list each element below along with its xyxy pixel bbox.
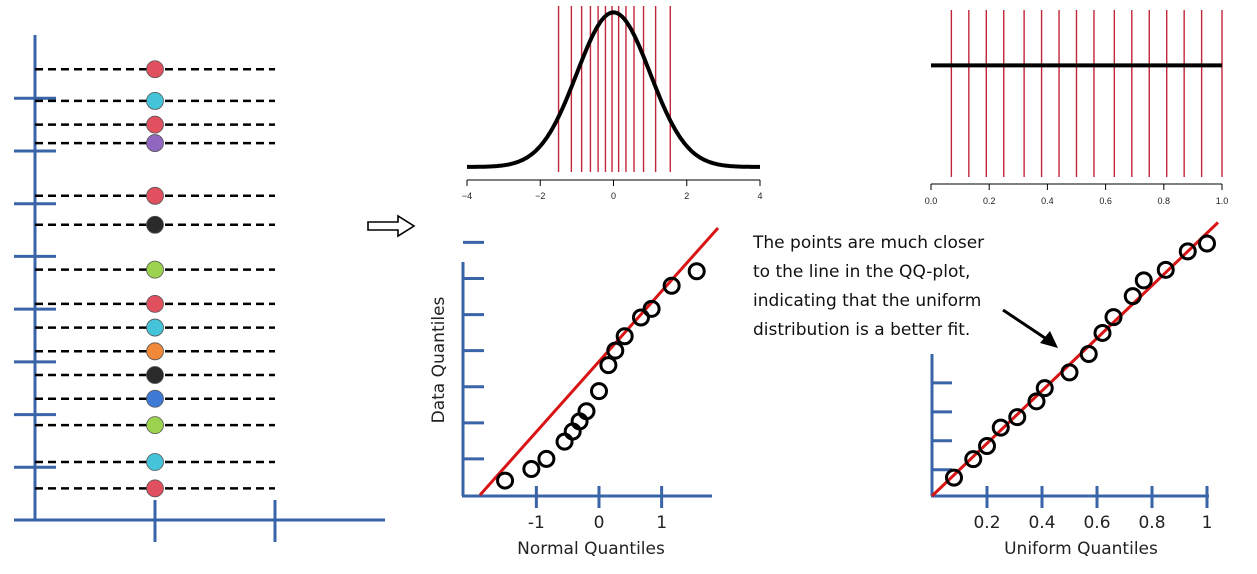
strip-dot <box>146 91 164 110</box>
strip-dot <box>146 453 164 471</box>
annotation-line-1: The points are much closer <box>752 233 984 253</box>
uniform-qq-point <box>1027 392 1046 411</box>
uniform-qq-point <box>1060 363 1079 382</box>
normal-qq-xlabel: Normal Quantiles <box>517 539 665 559</box>
normal-density-chart: −4 −2 0 2 4 <box>462 6 763 201</box>
normal-qq-point <box>522 460 541 479</box>
uniform-qq-point <box>1035 379 1054 398</box>
uniform-qq-point <box>978 437 996 456</box>
normal-qq-point <box>599 356 618 375</box>
uniform-x-tick-label: 0.6 <box>1099 196 1112 206</box>
annotation-line-4: distribution is a better fit. <box>753 320 970 340</box>
uniform-qq-point <box>945 468 963 487</box>
uniform-qq-point <box>1123 287 1142 306</box>
normal-qq-point <box>631 308 650 327</box>
normal-qq-point <box>555 432 574 451</box>
uniform-x-tick-label: 0.4 <box>1041 196 1054 206</box>
strip-dot <box>146 342 164 361</box>
normal-qq-x-tick-label: 0 <box>594 513 605 533</box>
annotation-pointer-line <box>1002 308 1049 342</box>
uniform-x-tick-label: 0.8 <box>1158 196 1171 206</box>
normal-qq-x-tick-label: -1 <box>528 513 545 533</box>
uniform-qq-x-tick-label: 1 <box>1202 513 1213 533</box>
strip-dot <box>146 186 164 205</box>
hollow-right-arrow-shape <box>367 214 416 238</box>
uniform-qq-plot: Uniform Quantiles 0.2 0.4 0.6 0.8 1 <box>930 221 1220 559</box>
uniform-qq-point <box>1093 323 1112 342</box>
normal-density-curve <box>467 10 760 169</box>
uniform-qq-x-tick-label: 0.8 <box>1138 513 1165 533</box>
normal-qq-plot: Normal Quantiles Data Quantiles -1 0 1 <box>429 227 720 559</box>
strip-dot <box>146 479 164 498</box>
uniform-qq-point <box>1134 271 1153 290</box>
normal-qq-point <box>537 449 556 468</box>
uniform-x-tick-label: 0.0 <box>925 196 938 206</box>
normal-qq-point <box>496 471 515 490</box>
annotation-line-3: indicating that the uniform <box>753 291 981 311</box>
uniform-qq-point <box>1079 344 1098 363</box>
annotation: The points are much closer to the line i… <box>752 233 1058 348</box>
strip-dot <box>146 366 164 384</box>
normal-x-tick-label: −4 <box>462 191 472 201</box>
hollow-right-arrow-icon <box>367 214 416 238</box>
strip-dot <box>146 389 164 408</box>
strip-dot <box>146 134 164 152</box>
uniform-qq-xlabel: Uniform Quantiles <box>1004 539 1158 559</box>
normal-qq-point <box>577 402 596 421</box>
uniform-qq-point <box>1104 308 1123 327</box>
normal-x-tick-label: 0 <box>611 191 616 201</box>
normal-x-tick-label: −2 <box>535 191 545 201</box>
normal-x-tick-label: 4 <box>757 191 762 201</box>
normal-qq-ylabel: Data Quantiles <box>429 296 449 423</box>
uniform-qq-axes: 0.2 0.4 0.6 0.8 1 <box>930 354 1213 533</box>
normal-qq-axes: -1 0 1 <box>461 240 712 533</box>
annotation-line-2: to the line in the QQ-plot, <box>753 262 970 282</box>
dot-strip-chart <box>14 35 385 542</box>
normal-x-tick-label: 2 <box>684 191 689 201</box>
uniform-qq-x-tick-label: 0.4 <box>1028 513 1055 533</box>
normal-qq-point <box>642 299 661 318</box>
uniform-qq-point <box>991 418 1010 437</box>
normal-qq-point <box>606 341 625 360</box>
normal-qq-point <box>662 276 681 295</box>
strip-dot <box>146 318 164 337</box>
uniform-qq-x-tick-label: 0.2 <box>973 513 1000 533</box>
strip-dot <box>146 60 164 79</box>
normal-qq-x-tick-label: 1 <box>656 513 667 533</box>
normal-qq-fit-line <box>478 227 720 496</box>
strip-dot <box>146 294 164 313</box>
uniform-qq-point <box>964 450 983 469</box>
uniform-qq-fit-line <box>930 221 1220 498</box>
uniform-density-chart: 0.0 0.2 0.4 0.6 0.8 1.0 <box>925 10 1229 206</box>
uniform-qq-x-tick-label: 0.6 <box>1083 513 1110 533</box>
strip-dot <box>146 416 164 435</box>
uniform-qq-point <box>1008 408 1027 427</box>
uniform-qq-point <box>1198 234 1216 253</box>
uniform-qq-point <box>1178 242 1197 261</box>
normal-qq-point <box>687 262 706 281</box>
uniform-x-tick-label: 1.0 <box>1216 196 1229 206</box>
annotation-pointer-head-icon <box>1040 331 1058 348</box>
strip-dot <box>146 115 164 134</box>
strip-dot <box>146 260 164 279</box>
normal-qq-point <box>590 382 608 401</box>
strip-dot <box>146 215 164 234</box>
normal-qq-point <box>615 327 634 346</box>
uniform-x-tick-label: 0.2 <box>983 196 996 206</box>
uniform-qq-point <box>1156 260 1175 279</box>
